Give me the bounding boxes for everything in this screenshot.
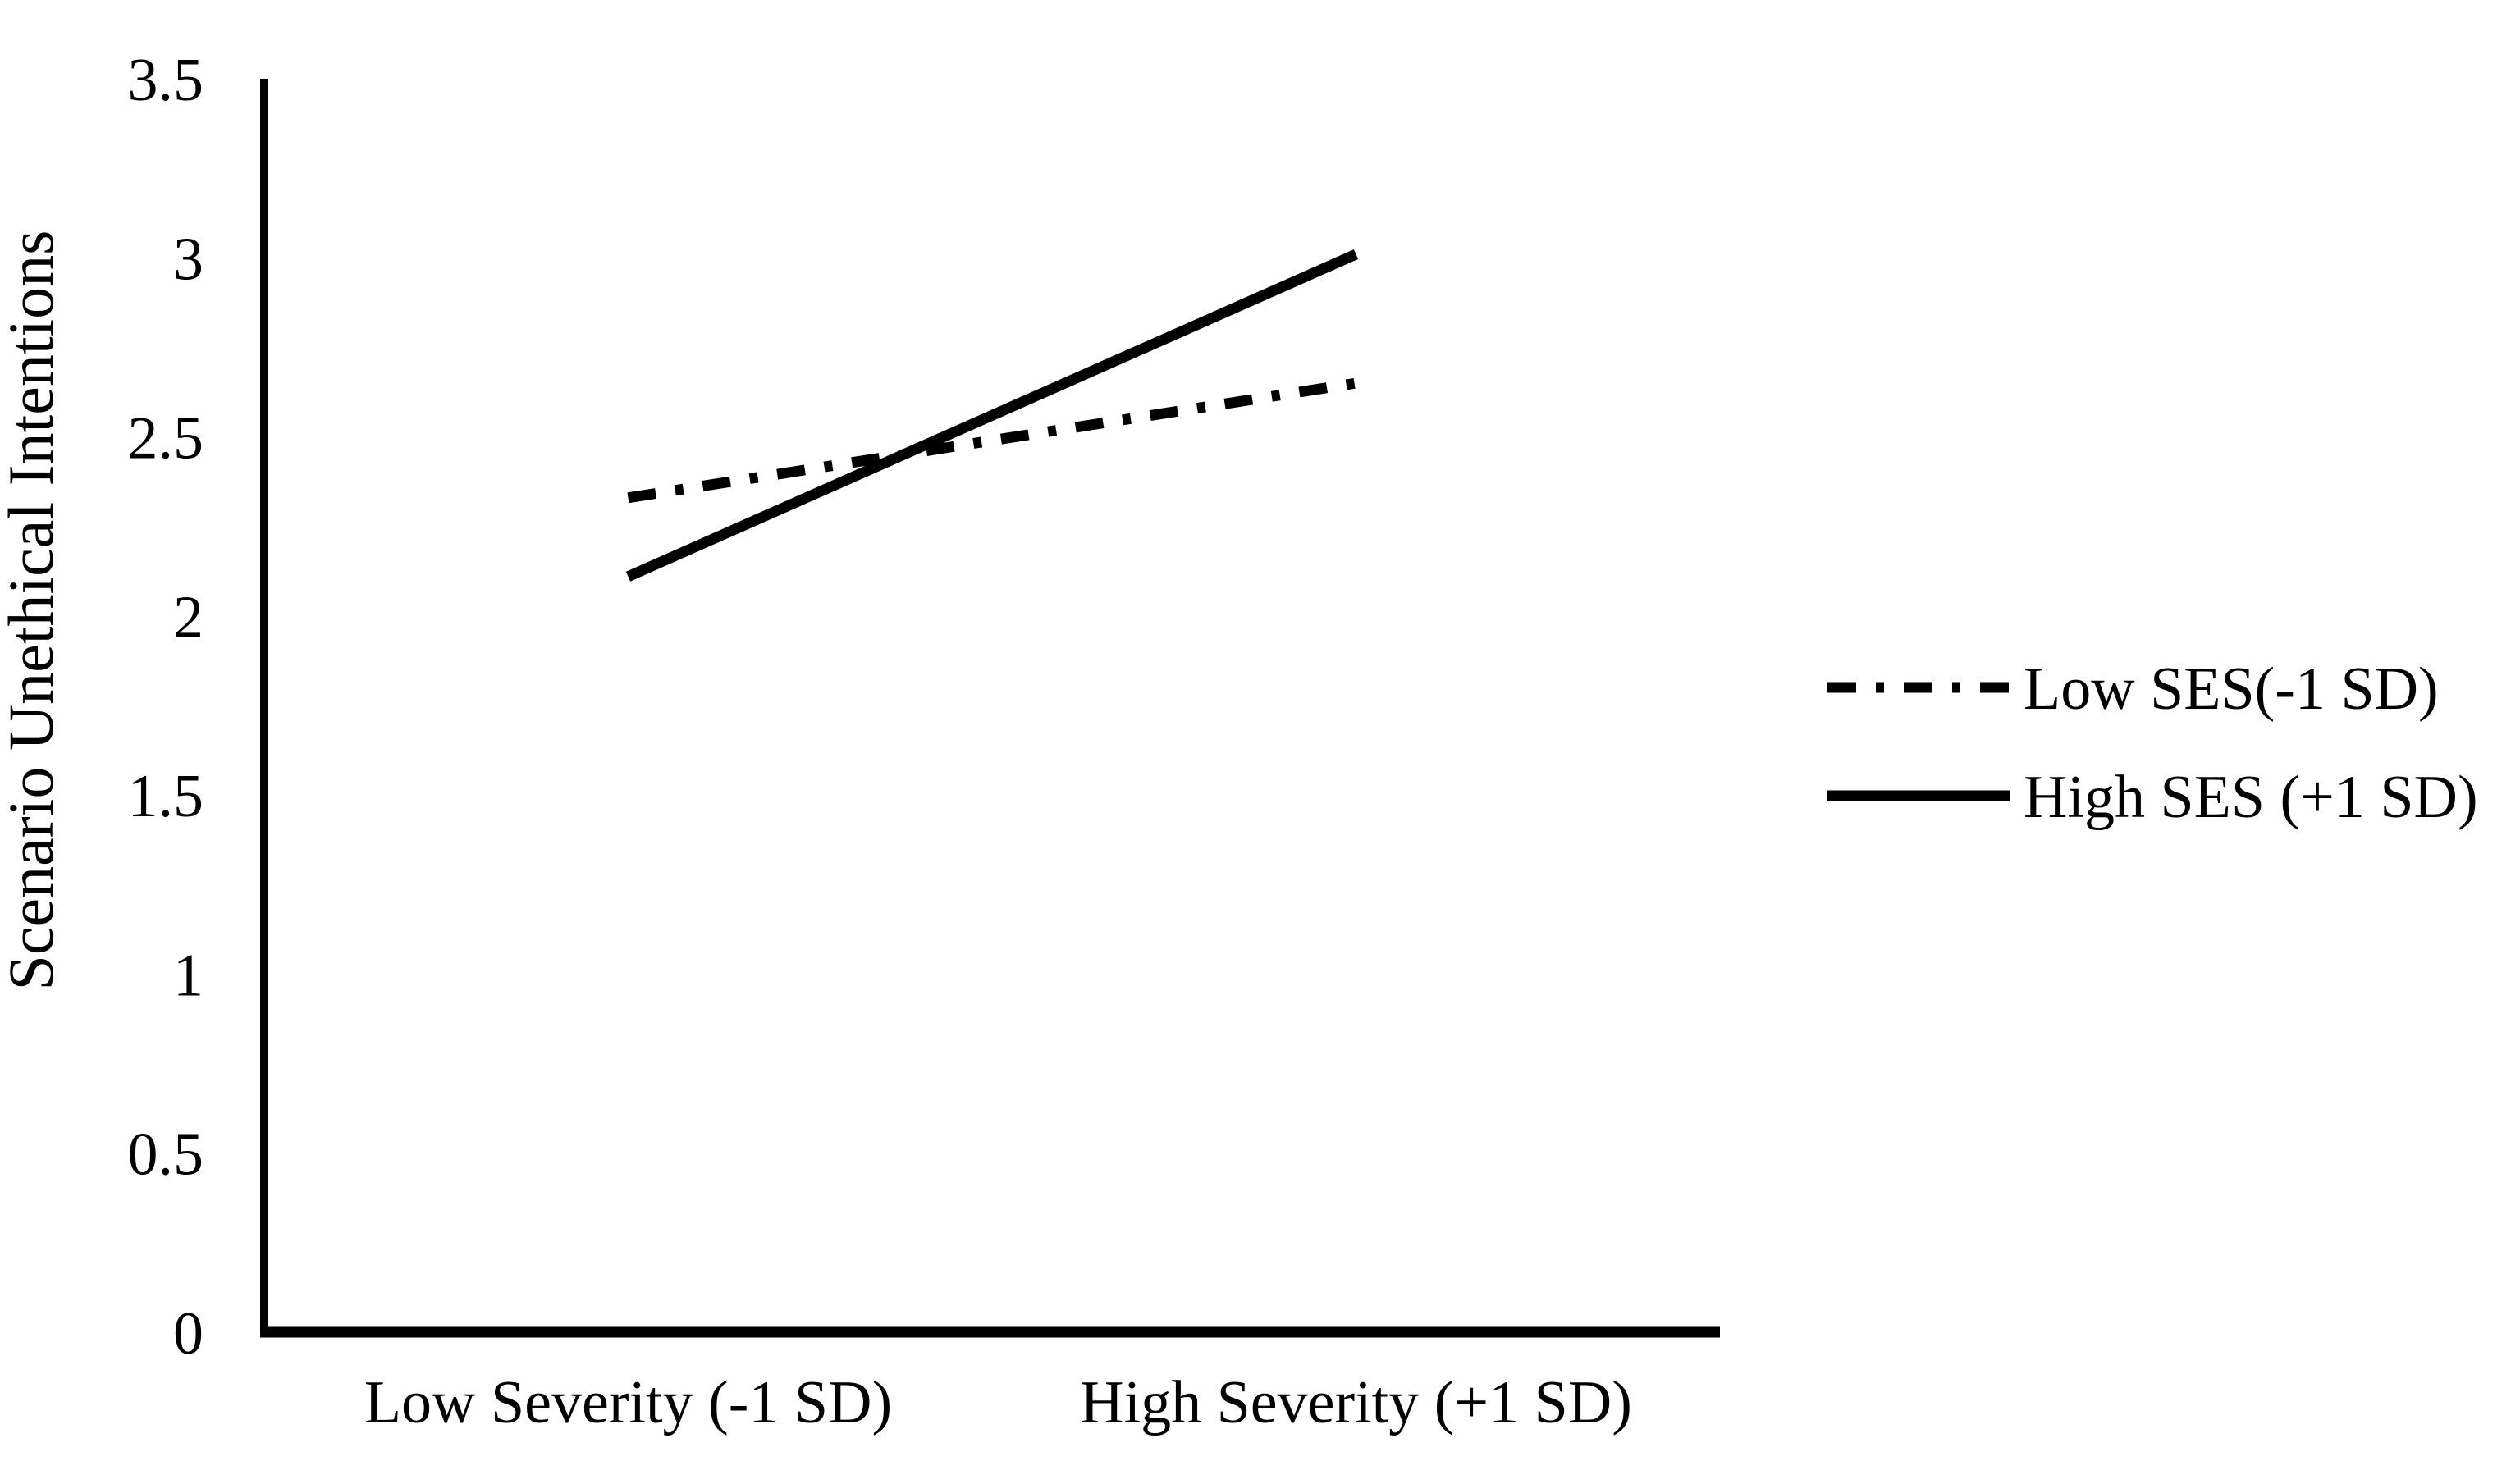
x-category-label-high-severity-1-sd: High Severity (+1 SD) [1080,1369,1632,1436]
y-tick-label: 0.5 [128,1121,204,1189]
legend-label: Low SES(-1 SD) [2024,655,2439,723]
y-tick-label: 1.5 [128,763,204,830]
legend-item-high-ses-1-sd: High SES (+1 SD) [1827,764,2478,831]
series-line-high-ses-1-sd [625,249,1359,582]
y-axis-title: Scenario Unethical Intentions [0,230,66,990]
y-tick-label: 2 [173,584,204,651]
y-tick-label: 1 [173,942,204,1009]
y-tick-label: 2.5 [128,405,204,473]
y-tick-label: 3 [173,226,204,293]
series-line-low-ses-1-sd [627,377,1357,504]
legend-label: High SES (+1 SD) [2024,764,2478,831]
y-tick-label: 0 [173,1300,204,1367]
x-category-label-low-severity-1-sd: Low Severity (-1 SD) [364,1369,892,1436]
axis-labels: 0 0.5 1 1.5 2 2.5 3 3.5 Low Severity (-1 SD) High… [128,47,1632,1436]
y-tick-label: 3.5 [128,47,204,114]
legend-item-low-ses-1-sd: Low SES(-1 SD) [1827,655,2439,723]
legend: Low SES(-1 SD) High SES (+1 SD) [1827,655,2478,831]
series-lines [625,249,1359,582]
axes [260,79,1720,1338]
